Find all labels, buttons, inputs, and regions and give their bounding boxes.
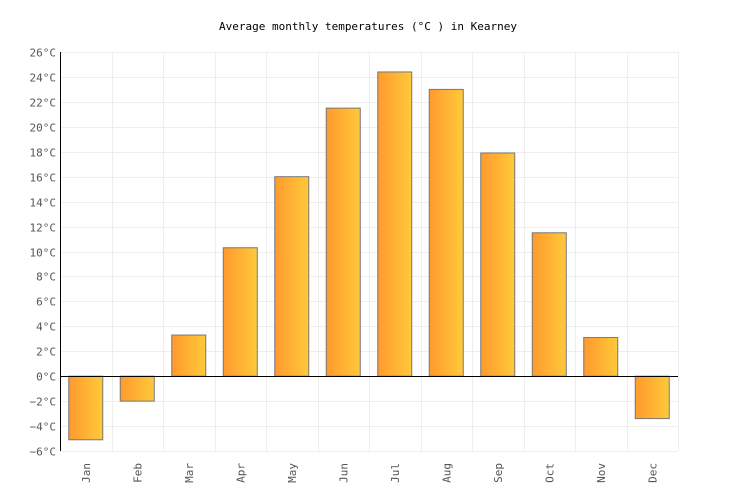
- bar-aug: [428, 88, 464, 377]
- x-tick-label: Jul: [389, 463, 402, 483]
- x-tick-label: May: [286, 463, 299, 483]
- y-tick-label: −6°C: [30, 446, 57, 459]
- x-tick-label: Jun: [337, 463, 350, 483]
- y-tick-label: 14°C: [30, 197, 57, 210]
- y-tick-label: 8°C: [36, 271, 56, 284]
- x-tick-label: Jan: [80, 463, 93, 483]
- bar-may: [274, 176, 310, 377]
- x-tick-label: Sep: [492, 463, 505, 483]
- bar-nov: [583, 337, 619, 377]
- y-tick-label: 12°C: [30, 222, 57, 235]
- y-tick-label: −4°C: [30, 421, 57, 434]
- x-tick-label: Apr: [234, 463, 247, 483]
- y-tick-label: 4°C: [36, 321, 56, 334]
- bar-feb: [119, 375, 155, 402]
- bar-dec: [634, 375, 670, 420]
- x-tick-label: Feb: [131, 463, 144, 483]
- x-tick-label: Nov: [595, 463, 608, 483]
- chart-title: Average monthly temperatures (°C ) in Ke…: [219, 20, 517, 33]
- y-tick-label: 20°C: [30, 122, 57, 135]
- y-tick-label: 26°C: [30, 47, 57, 60]
- x-tick-label: Aug: [440, 463, 453, 483]
- y-tick-label: −2°C: [30, 396, 57, 409]
- y-tick-label: 16°C: [30, 172, 57, 185]
- x-tick-label: Oct: [543, 463, 556, 483]
- bar-jun: [325, 107, 361, 377]
- y-tick-label: 24°C: [30, 72, 57, 85]
- y-tick-label: 6°C: [36, 296, 56, 309]
- bar-jul: [377, 71, 413, 377]
- y-tick-label: 0°C: [36, 371, 56, 384]
- y-tick-label: 10°C: [30, 247, 57, 260]
- y-tick-label: 18°C: [30, 147, 57, 160]
- bar-jan: [68, 375, 104, 441]
- bar-mar: [171, 334, 207, 377]
- bar-oct: [531, 232, 567, 377]
- x-tick-label: Mar: [183, 463, 196, 483]
- y-tick-label: 2°C: [36, 346, 56, 359]
- x-tick-label: Dec: [646, 463, 659, 483]
- y-tick-label: 22°C: [30, 97, 57, 110]
- bar-sep: [480, 152, 516, 377]
- bar-apr: [222, 247, 258, 377]
